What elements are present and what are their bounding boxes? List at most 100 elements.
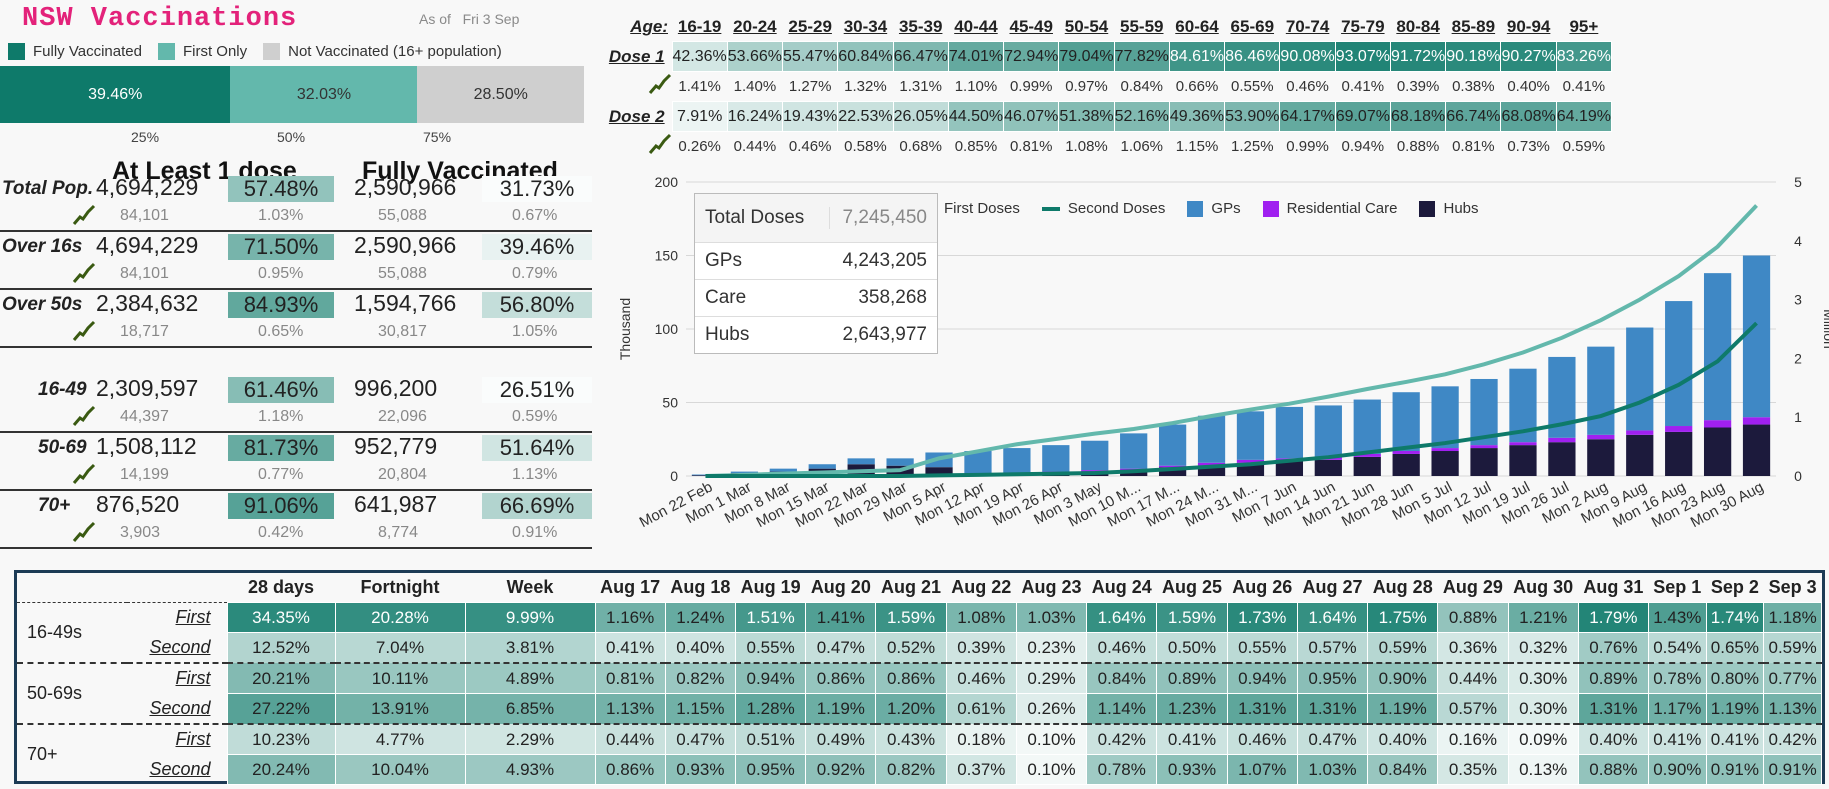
trend-icon bbox=[72, 521, 96, 542]
growth-cell: 3.81% bbox=[464, 632, 596, 664]
care-bar bbox=[1197, 462, 1226, 466]
gps-bar bbox=[1003, 448, 1031, 474]
first-dose-count: 4,694,229 bbox=[96, 232, 199, 258]
growth-cell: 0.47% bbox=[664, 723, 736, 755]
age-group: 35-39 bbox=[898, 16, 943, 36]
full-dose-count: 641,987 bbox=[354, 491, 438, 517]
growth-pct: 0.84% bbox=[1120, 78, 1164, 95]
bottom-row: 70+ First 10.23% 4.77% 2.29% 0.44% 0.47% 0.51% 0… bbox=[17, 723, 1822, 764]
status-segment: 39.46% bbox=[0, 66, 231, 123]
dose-pct: 7.91% bbox=[671, 101, 728, 132]
gps-bar bbox=[1120, 433, 1148, 469]
daily-change: 30,817 bbox=[378, 323, 427, 340]
first-dose-count: 1,508,112 bbox=[96, 433, 197, 459]
gps-bar bbox=[886, 458, 914, 466]
gps-bar bbox=[1042, 445, 1070, 472]
trend-icon bbox=[72, 320, 96, 341]
growth-cell: 0.47% bbox=[805, 632, 877, 664]
growth-cell: 0.84% bbox=[1367, 754, 1439, 785]
dose-pct: 93.07% bbox=[1334, 41, 1391, 72]
chart-legend-swatch bbox=[1041, 206, 1060, 211]
growth-pct: 1.40% bbox=[733, 78, 777, 95]
hubs-bar bbox=[1197, 465, 1226, 476]
chart-legend-item: GPs bbox=[1187, 200, 1241, 217]
tooltip-label: Total Doses bbox=[705, 207, 805, 228]
full-dose-pct: 39.46% bbox=[482, 234, 592, 260]
growth-pct: 0.46% bbox=[1286, 78, 1329, 95]
growth-cell: 0.91% bbox=[1763, 754, 1822, 785]
age-group: 45-49 bbox=[1009, 16, 1053, 36]
gps-bar bbox=[1275, 406, 1304, 459]
full-dose-pct: 31.73% bbox=[482, 176, 592, 202]
growth-cell: 0.88% bbox=[1437, 602, 1509, 633]
growth-cell: 0.26% bbox=[1015, 693, 1088, 725]
daily-change: 0.42% bbox=[258, 524, 304, 541]
growth-pct: 0.97% bbox=[1065, 78, 1108, 95]
growth-cell: 0.55% bbox=[1226, 632, 1298, 664]
care-bar bbox=[1158, 465, 1187, 468]
dose-pct: 72.94% bbox=[1003, 41, 1060, 72]
growth-cell: 0.47% bbox=[1296, 723, 1369, 755]
y2-tick: 3 bbox=[1794, 292, 1802, 308]
tick-75: 75% bbox=[423, 129, 452, 145]
gps-bar bbox=[1314, 405, 1342, 457]
daily-change: 14,199 bbox=[120, 466, 169, 483]
growth-pct: 0.99% bbox=[1286, 138, 1329, 155]
growth-cell: 0.44% bbox=[594, 723, 666, 755]
dose-pct: 53.90% bbox=[1224, 101, 1281, 132]
growth-pct: 0.66% bbox=[1175, 78, 1219, 95]
growth-pct: 0.81% bbox=[1009, 138, 1053, 155]
growth-cell: 0.41% bbox=[1648, 723, 1707, 755]
growth-cell: 0.89% bbox=[1156, 662, 1228, 694]
growth-cell: 0.46% bbox=[1226, 723, 1298, 755]
bottom-row: 50-69s First 20.21% 10.11% 4.89% 0.81% 0.82% 0.… bbox=[17, 662, 1822, 703]
growth-cell: 0.40% bbox=[1577, 723, 1650, 755]
hubs-bar bbox=[1392, 453, 1420, 476]
growth-cell: 1.13% bbox=[1763, 693, 1822, 725]
dose-label: Dose 2 bbox=[608, 106, 665, 126]
y-tick: 100 bbox=[655, 321, 679, 337]
growth-cell: 2.29% bbox=[464, 723, 596, 755]
growth-cell: 0.86% bbox=[875, 662, 947, 694]
care-bar bbox=[1742, 417, 1771, 425]
column-header: Week bbox=[506, 577, 554, 597]
column-header: Aug 31 bbox=[1583, 577, 1644, 597]
care-bar bbox=[1626, 430, 1654, 435]
bottom-header-row: 28 days Fortnight Week Aug 17 Aug 18 Aug 19 Au… bbox=[17, 573, 1822, 603]
trend-icon bbox=[648, 73, 672, 94]
age-group: 30-34 bbox=[843, 16, 888, 36]
y-tick: 150 bbox=[655, 248, 679, 264]
chart-legend-item: First Doses bbox=[944, 200, 1020, 217]
full-dose-count: 952,779 bbox=[354, 433, 438, 459]
growth-cell: 34.35% bbox=[226, 602, 336, 633]
growth-pct: 0.46% bbox=[788, 138, 832, 155]
daily-change: 84,101 bbox=[120, 265, 169, 282]
gps-bar bbox=[1703, 273, 1732, 421]
growth-cell: 0.89% bbox=[1577, 662, 1650, 694]
first-doses-line bbox=[705, 204, 1758, 478]
column-header: Aug 29 bbox=[1442, 577, 1503, 597]
dose-pct: 42.36% bbox=[671, 41, 728, 72]
daily-change: 20,804 bbox=[378, 466, 427, 483]
growth-cell: 0.91% bbox=[1705, 754, 1765, 785]
growth-pct: 0.44% bbox=[733, 138, 777, 155]
column-header: Aug 21 bbox=[881, 577, 942, 597]
growth-cell: 12.52% bbox=[226, 632, 336, 664]
dose-type: First bbox=[175, 729, 211, 750]
hubs-bar bbox=[1158, 467, 1187, 476]
population-status-bar: 39.46% 32.03% 28.50% bbox=[0, 66, 584, 123]
care-bar bbox=[1665, 426, 1693, 432]
growth-pct: 1.32% bbox=[844, 78, 887, 95]
growth-cell: 0.41% bbox=[1705, 723, 1765, 755]
growth-cell: 0.80% bbox=[1705, 662, 1765, 694]
dose-pct: 60.84% bbox=[837, 41, 894, 72]
growth-cell: 1.59% bbox=[875, 602, 947, 633]
age-table: Age: 16-19 20-24 25-29 30-34 35-39 40-44 45-49 5… bbox=[602, 12, 1613, 161]
hubs-bar bbox=[1665, 431, 1693, 476]
dose-pct: 55.47% bbox=[782, 41, 839, 72]
y2-tick: 1 bbox=[1794, 409, 1802, 425]
growth-cell: 1.31% bbox=[1577, 693, 1650, 725]
growth-cell: 0.95% bbox=[734, 754, 807, 785]
growth-pct: 1.25% bbox=[1231, 138, 1274, 155]
